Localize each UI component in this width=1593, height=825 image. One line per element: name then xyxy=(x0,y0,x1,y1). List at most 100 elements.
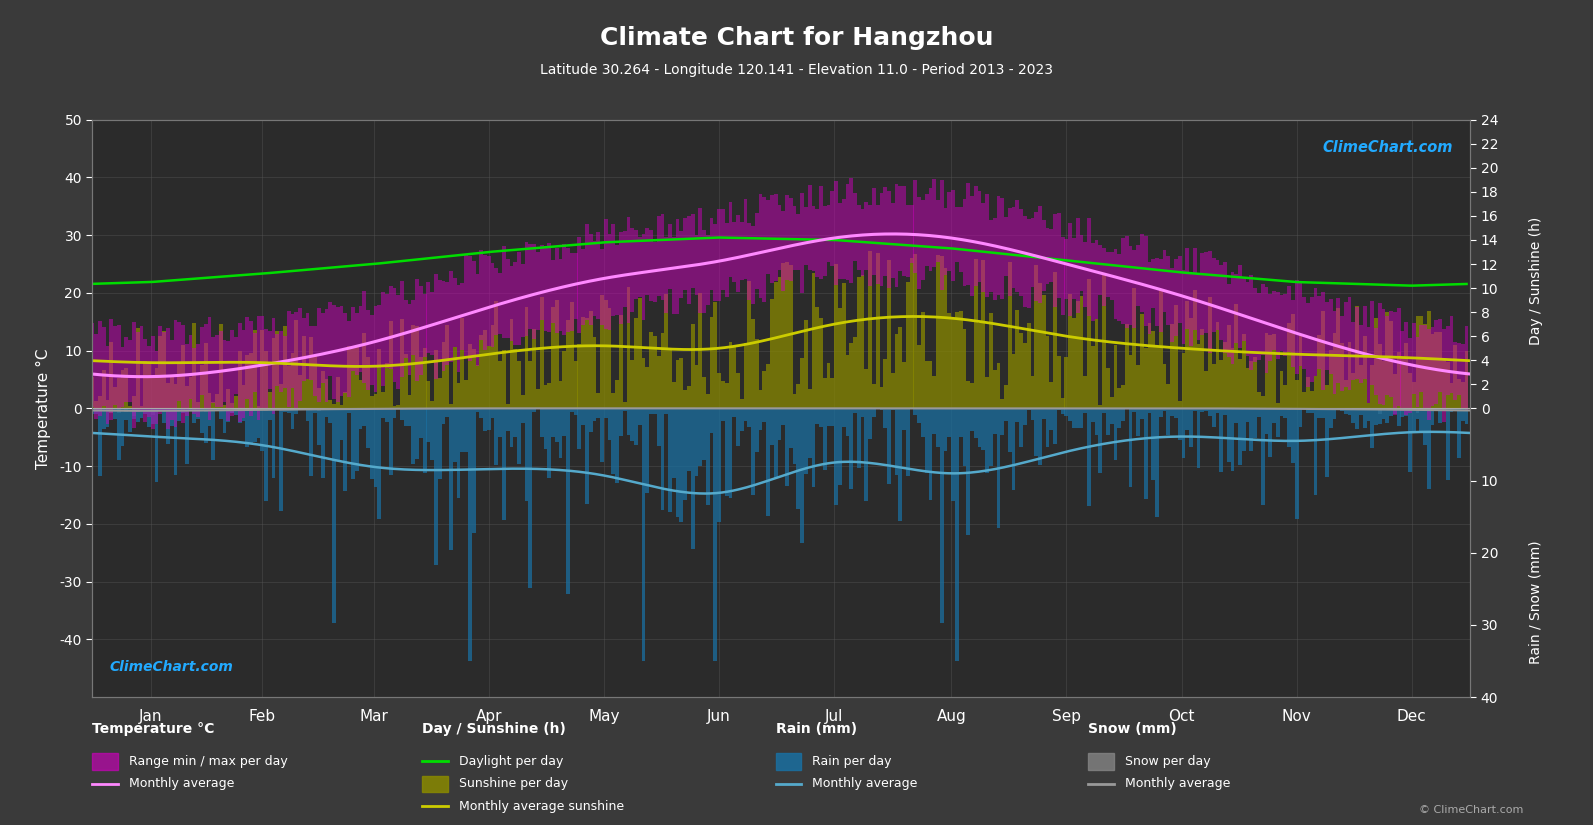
Bar xyxy=(1329,299,1333,374)
Bar xyxy=(902,408,906,430)
Bar xyxy=(581,249,585,325)
Bar xyxy=(1163,364,1166,408)
Bar xyxy=(242,408,245,410)
Bar xyxy=(256,316,260,420)
Bar xyxy=(1083,408,1086,413)
Bar xyxy=(229,408,234,412)
Bar xyxy=(585,224,589,320)
Bar xyxy=(207,317,212,420)
Bar xyxy=(1348,408,1351,415)
Bar xyxy=(992,218,997,300)
Bar xyxy=(253,408,256,442)
Bar xyxy=(1249,275,1254,370)
Bar xyxy=(620,408,623,436)
Bar xyxy=(487,408,491,430)
Bar xyxy=(121,408,124,446)
Bar xyxy=(1034,212,1039,301)
Bar xyxy=(1329,350,1333,408)
Bar xyxy=(1039,408,1042,465)
Bar xyxy=(937,200,940,262)
Bar xyxy=(524,242,529,336)
Bar xyxy=(1378,345,1381,408)
Bar xyxy=(860,209,865,276)
Bar xyxy=(1129,246,1133,325)
Bar xyxy=(865,370,868,408)
Bar xyxy=(174,408,177,475)
Bar xyxy=(1000,399,1004,408)
Bar xyxy=(1102,273,1106,408)
Bar xyxy=(959,311,962,408)
Bar xyxy=(1375,318,1378,408)
Bar xyxy=(956,312,959,408)
Bar xyxy=(623,408,626,411)
Bar xyxy=(926,194,929,266)
Bar xyxy=(460,283,464,350)
Bar xyxy=(1158,408,1163,417)
Bar xyxy=(793,408,796,464)
Bar xyxy=(317,408,320,411)
Bar xyxy=(366,310,370,390)
Bar xyxy=(174,384,177,408)
Bar xyxy=(714,408,717,661)
Bar xyxy=(328,399,331,408)
Bar xyxy=(573,408,578,415)
Bar xyxy=(524,307,529,408)
Bar xyxy=(653,408,656,413)
Bar xyxy=(272,318,276,414)
Bar xyxy=(102,408,105,429)
Bar xyxy=(1446,327,1450,395)
Bar xyxy=(1034,265,1039,408)
Bar xyxy=(948,191,951,271)
Bar xyxy=(272,337,276,408)
Bar xyxy=(650,229,653,301)
Bar xyxy=(838,203,841,279)
Bar xyxy=(147,362,151,408)
Bar xyxy=(940,408,943,623)
Bar xyxy=(1273,291,1276,351)
Bar xyxy=(769,408,774,445)
Bar xyxy=(631,408,634,441)
Bar xyxy=(1438,408,1442,423)
Bar xyxy=(1008,408,1012,452)
Bar xyxy=(1223,408,1227,415)
Bar xyxy=(1458,408,1461,458)
Bar xyxy=(860,275,865,408)
Bar xyxy=(378,304,381,369)
Bar xyxy=(706,408,709,505)
Bar xyxy=(309,326,314,380)
Bar xyxy=(162,332,166,410)
Bar xyxy=(1177,401,1182,408)
Bar xyxy=(664,294,667,408)
Bar xyxy=(918,408,921,423)
Bar xyxy=(978,323,981,408)
Bar xyxy=(956,207,959,262)
Bar xyxy=(808,389,811,408)
Bar xyxy=(116,408,121,412)
Bar xyxy=(1091,243,1094,321)
Bar xyxy=(170,340,174,421)
Bar xyxy=(132,323,135,428)
Bar xyxy=(1309,391,1314,408)
Bar xyxy=(279,408,284,511)
Bar xyxy=(736,214,739,292)
Bar xyxy=(857,277,860,408)
Bar xyxy=(766,365,769,408)
Bar xyxy=(535,389,540,408)
Bar xyxy=(672,408,675,478)
Bar xyxy=(645,367,650,408)
Bar xyxy=(811,408,816,488)
Bar xyxy=(188,335,193,399)
Bar xyxy=(1012,207,1015,288)
Bar xyxy=(1356,306,1359,408)
Bar xyxy=(703,408,706,460)
Bar xyxy=(656,408,661,446)
Bar xyxy=(1188,408,1193,447)
Bar xyxy=(147,408,151,427)
Bar xyxy=(656,356,661,408)
Bar xyxy=(464,408,468,452)
Bar xyxy=(1091,408,1094,422)
Bar xyxy=(1144,347,1147,408)
Bar xyxy=(1238,265,1243,348)
Bar xyxy=(218,324,223,408)
Text: Day / Sunshine (h): Day / Sunshine (h) xyxy=(1529,216,1542,345)
